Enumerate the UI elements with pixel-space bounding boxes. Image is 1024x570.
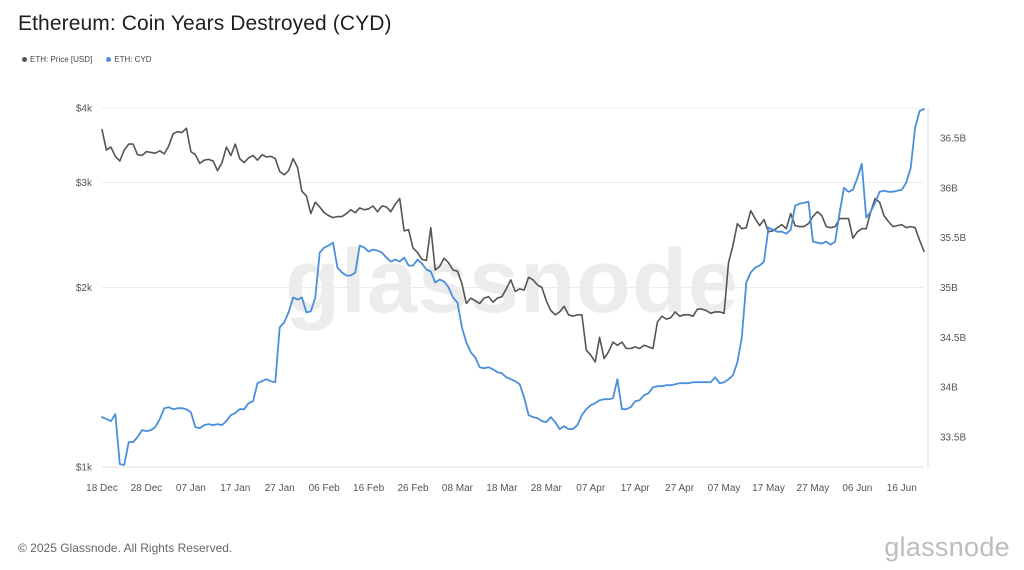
x-tick-label: 26 Feb — [397, 483, 429, 494]
x-tick-label: 06 Feb — [309, 483, 341, 494]
brand-logo: glassnode — [884, 532, 1010, 562]
x-tick-label: 17 Jan — [220, 483, 250, 494]
x-tick-label: 27 Jan — [265, 483, 295, 494]
y-right-tick-label: 36B — [940, 183, 958, 194]
x-tick-label: 18 Mar — [486, 483, 518, 494]
x-tick-label: 07 May — [708, 483, 741, 494]
x-tick-label: 08 Mar — [442, 483, 474, 494]
x-tick-label: 17 Apr — [621, 483, 651, 494]
series-line-price — [101, 127, 925, 363]
legend-item-cyd[interactable]: ETH: CYD — [106, 55, 152, 64]
y-right-tick-label: 35B — [940, 283, 958, 294]
x-tick-label: 28 Mar — [531, 483, 563, 494]
x-tick-label: 17 May — [752, 483, 785, 494]
x-tick-label: 16 Jun — [887, 483, 917, 494]
y-right-tick-label: 36.5B — [940, 133, 966, 144]
legend-label-price: ETH: Price [USD] — [30, 55, 93, 64]
x-tick-label: 27 Apr — [665, 483, 695, 494]
x-tick-label: 07 Jan — [176, 483, 206, 494]
y-right-tick-label: 35.5B — [940, 233, 966, 244]
y-axis-right: 33.5B 34B 34.5B 35B 35.5B 36B 36.5B — [927, 108, 966, 467]
x-tick-label: 18 Dec — [86, 483, 118, 494]
series-group — [101, 108, 925, 466]
legend-item-price[interactable]: ETH: Price [USD] — [22, 55, 92, 64]
series-line-cyd — [101, 108, 925, 466]
y-left-tick-label: $1k — [76, 463, 93, 474]
chart-title: Ethereum: Coin Years Destroyed (CYD) — [18, 12, 392, 35]
x-tick-label: 16 Feb — [353, 483, 385, 494]
x-tick-label: 06 Jun — [842, 483, 872, 494]
y-left-tick-label: $4k — [76, 104, 93, 115]
y-axis-left: $1k $2k $3k $4k — [76, 104, 93, 474]
chart-legend: ETH: Price [USD] ETH: CYD — [22, 55, 152, 64]
x-tick-label: 28 Dec — [131, 483, 163, 494]
y-right-tick-label: 34B — [940, 383, 958, 394]
x-tick-label: 07 Apr — [576, 483, 606, 494]
copyright-text: © 2025 Glassnode. All Rights Reserved. — [18, 541, 233, 555]
x-axis: 18 Dec 28 Dec 07 Jan 17 Jan 27 Jan 06 Feb 16 F… — [86, 466, 924, 494]
y-right-tick-label: 34.5B — [940, 333, 966, 344]
y-left-tick-label: $3k — [76, 178, 93, 189]
legend-dot-price — [22, 57, 27, 62]
legend-label-cyd: ETH: CYD — [114, 55, 152, 64]
y-left-tick-label: $2k — [76, 283, 93, 294]
y-right-tick-label: 33.5B — [940, 433, 966, 444]
x-tick-label: 27 May — [797, 483, 830, 494]
legend-dot-cyd — [106, 57, 112, 62]
